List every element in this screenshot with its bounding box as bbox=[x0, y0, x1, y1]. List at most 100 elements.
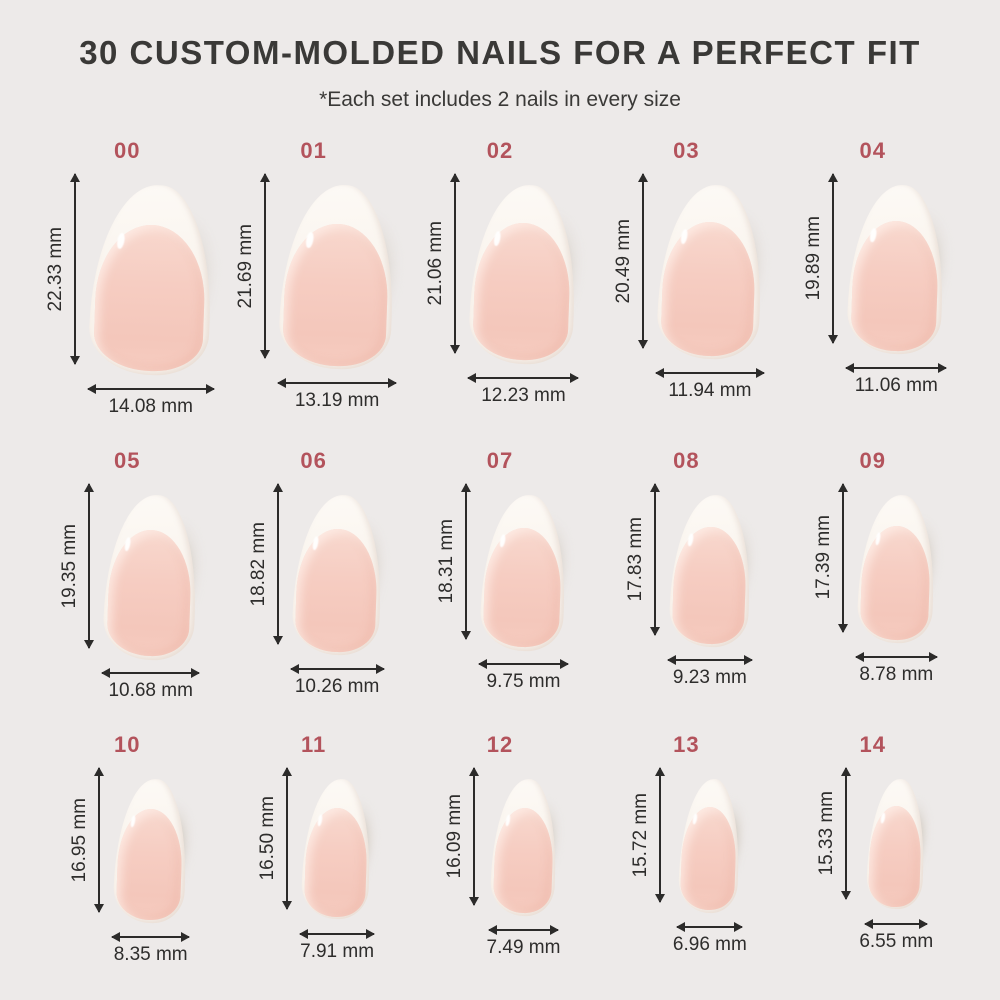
size-cell: 06 18.82 mm 10.26 mm bbox=[220, 447, 414, 703]
size-number: 12 bbox=[486, 732, 514, 758]
nail-bed bbox=[482, 526, 563, 649]
size-number: 08 bbox=[673, 447, 700, 473]
height-label: 15.72 mm bbox=[629, 792, 651, 878]
nail-bed bbox=[115, 808, 185, 922]
height-label: 16.95 mm bbox=[69, 798, 91, 883]
width-label: 13.19 mm bbox=[294, 390, 380, 412]
size-cell: 10 16.95 mm 8.35 mm bbox=[34, 732, 220, 966]
nail-column: 6.55 mm bbox=[859, 778, 950, 952]
nail-measure-body: 21.69 mm 13.19 mm bbox=[231, 174, 433, 412]
nail-measure-body: 16.50 mm 7.91 mm bbox=[253, 768, 399, 962]
nail-image bbox=[851, 493, 964, 668]
height-label: 16.50 mm bbox=[257, 796, 279, 881]
nail-column: 14.08 mm bbox=[85, 182, 252, 418]
size-number: 13 bbox=[673, 732, 700, 758]
width-label: 12.23 mm bbox=[481, 385, 566, 406]
nail-column: 9.23 mm bbox=[663, 493, 780, 690]
nail-image bbox=[652, 183, 798, 391]
nail-column: 10.26 mm bbox=[286, 493, 414, 698]
width-label: 7.91 mm bbox=[300, 940, 375, 962]
width-label: 6.55 mm bbox=[859, 930, 934, 952]
nail-column: 7.91 mm bbox=[295, 778, 399, 962]
nail-bed bbox=[491, 807, 554, 915]
width-arrow-icon bbox=[479, 663, 568, 666]
nail-bed bbox=[106, 527, 194, 658]
width-arrow-icon bbox=[677, 925, 743, 928]
width-arrow-icon bbox=[278, 382, 397, 385]
nail-measure-body: 18.31 mm 9.75 mm bbox=[432, 483, 597, 694]
nail-bed bbox=[282, 221, 390, 368]
nail-bed bbox=[671, 525, 747, 645]
height-label: 19.89 mm bbox=[803, 216, 825, 301]
nail-column: 13.19 mm bbox=[275, 183, 433, 412]
nail-image bbox=[663, 493, 780, 673]
width-arrow-icon bbox=[290, 667, 384, 670]
nail-measure-body: 15.72 mm 6.96 mm bbox=[626, 768, 766, 956]
width-label: 10.68 mm bbox=[108, 680, 193, 702]
width-arrow-icon bbox=[865, 922, 928, 925]
height-label: 22.33 mm bbox=[44, 226, 66, 312]
size-number: 01 bbox=[300, 138, 327, 163]
height-measure: 16.50 mm bbox=[253, 768, 289, 909]
height-arrow-icon bbox=[642, 174, 645, 349]
width-label: 11.94 mm bbox=[668, 380, 752, 402]
height-measure: 21.69 mm bbox=[231, 174, 267, 359]
height-measure: 15.33 mm bbox=[812, 768, 848, 899]
height-label: 17.83 mm bbox=[624, 517, 646, 602]
size-number: 14 bbox=[859, 732, 887, 758]
height-label: 18.82 mm bbox=[247, 521, 269, 607]
height-arrow-icon bbox=[653, 483, 656, 636]
nail-measure-body: 22.33 mm 14.08 mm bbox=[41, 174, 252, 418]
width-arrow-icon bbox=[87, 387, 214, 390]
width-arrow-icon bbox=[855, 655, 937, 658]
size-number: 05 bbox=[113, 447, 141, 473]
height-arrow-icon bbox=[98, 768, 101, 913]
nail-bed bbox=[859, 524, 932, 641]
nail-column: 9.75 mm bbox=[474, 493, 597, 694]
nail-bed bbox=[850, 219, 941, 353]
width-label: 7.49 mm bbox=[486, 937, 561, 959]
width-arrow-icon bbox=[656, 372, 764, 375]
nail-image bbox=[98, 493, 231, 689]
nail-bed bbox=[660, 219, 758, 358]
size-number: 02 bbox=[486, 138, 514, 163]
size-number: 09 bbox=[859, 447, 887, 473]
height-measure: 20.49 mm bbox=[609, 174, 645, 349]
size-cell: 11 16.50 mm 7.91 mm bbox=[220, 732, 406, 966]
size-number: 04 bbox=[859, 138, 887, 163]
height-arrow-icon bbox=[276, 483, 279, 644]
height-measure: 19.89 mm bbox=[799, 174, 835, 344]
nail-image bbox=[107, 778, 216, 948]
nail-measure-body: 16.09 mm 7.49 mm bbox=[440, 768, 583, 959]
nail-measure-body: 21.06 mm 12.23 mm bbox=[421, 174, 614, 407]
nail-image bbox=[672, 778, 766, 935]
size-number: 06 bbox=[300, 447, 327, 473]
nail-image bbox=[85, 182, 252, 410]
size-cell: 04 19.89 mm 11.06 mm bbox=[780, 138, 979, 418]
nail-measure-body: 19.35 mm 10.68 mm bbox=[55, 483, 231, 703]
size-cell: 13 15.72 mm 6.96 mm bbox=[593, 732, 779, 966]
nail-bed bbox=[680, 806, 738, 912]
size-cell: 02 21.06 mm 12.23 mm bbox=[407, 138, 614, 418]
nail-image bbox=[860, 778, 950, 931]
size-cell: 00 22.33 mm 14.08 mm bbox=[34, 138, 252, 418]
width-arrow-icon bbox=[102, 672, 200, 675]
height-measure: 18.82 mm bbox=[244, 483, 279, 644]
height-arrow-icon bbox=[286, 768, 289, 909]
height-measure: 17.39 mm bbox=[809, 483, 844, 632]
width-arrow-icon bbox=[846, 367, 947, 370]
size-cell: 03 20.49 mm 11.94 mm bbox=[593, 138, 798, 418]
height-measure: 16.95 mm bbox=[65, 768, 101, 913]
nail-measure-body: 17.83 mm 9.23 mm bbox=[621, 483, 780, 690]
page-title: 30 CUSTOM-MOLDED NAILS FOR A PERFECT FIT bbox=[79, 34, 921, 71]
nail-measure-body: 20.49 mm 11.94 mm bbox=[609, 174, 798, 402]
height-arrow-icon bbox=[841, 483, 844, 632]
size-cell: 09 17.39 mm 8.78 mm bbox=[780, 448, 966, 703]
height-arrow-icon bbox=[465, 483, 468, 640]
height-label: 19.35 mm bbox=[59, 523, 81, 609]
size-number: 11 bbox=[300, 732, 327, 758]
nail-image bbox=[474, 493, 597, 678]
height-measure: 17.83 mm bbox=[621, 483, 656, 636]
nail-image bbox=[295, 778, 399, 943]
height-measure: 19.35 mm bbox=[55, 483, 91, 649]
